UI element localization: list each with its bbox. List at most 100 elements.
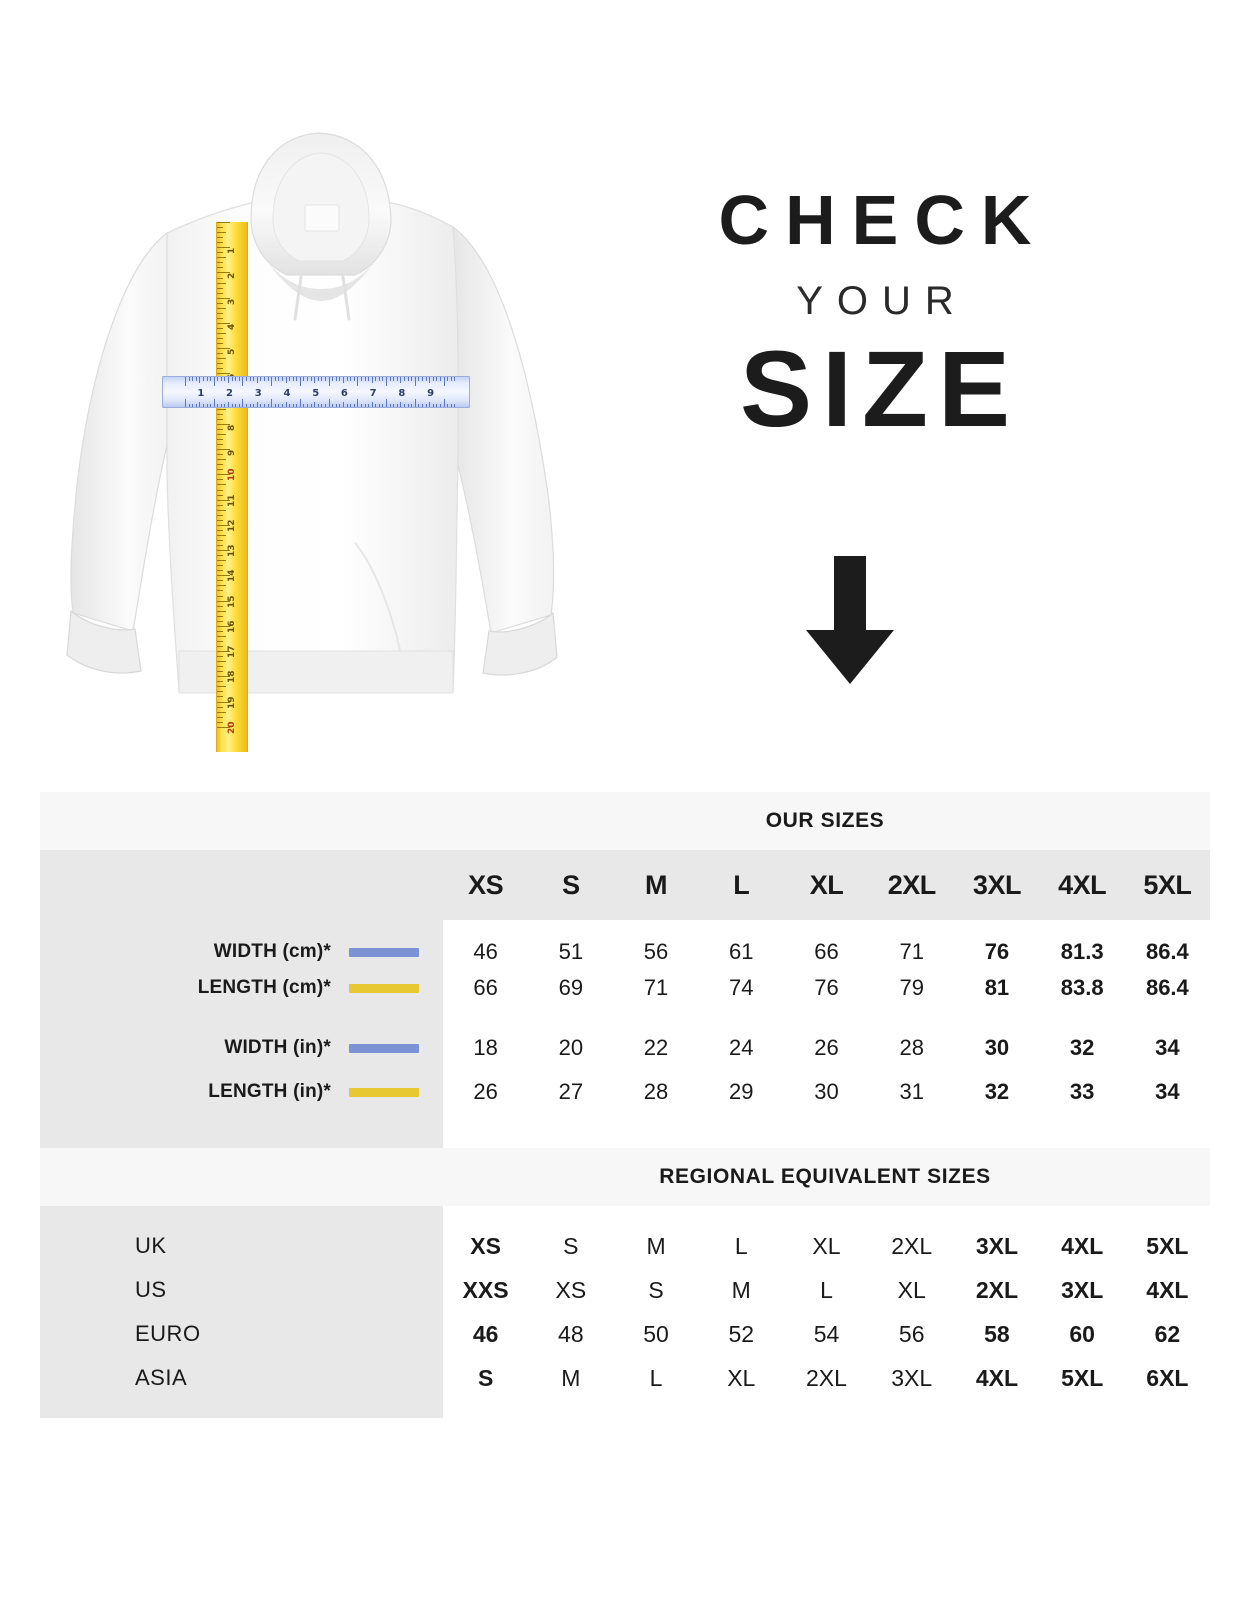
metric-label-text: WIDTH (cm)* bbox=[213, 941, 331, 962]
tape-number: 16 bbox=[227, 620, 237, 633]
metric-cell: 24 bbox=[729, 1035, 754, 1060]
size-column-header-5xl: 5XL bbox=[1143, 869, 1192, 900]
regional-cell: XL bbox=[812, 1232, 841, 1259]
tape-number: 12 bbox=[227, 519, 237, 532]
metric-label-text: LENGTH (in)* bbox=[208, 1081, 331, 1102]
size-column-header-2xl: 2XL bbox=[887, 869, 937, 900]
regional-cell: 4XL bbox=[975, 1364, 1019, 1391]
tape-number: 11 bbox=[227, 494, 237, 507]
table-row: 18 20 22 24 26 28 30 32 34 bbox=[443, 1030, 1210, 1066]
regional-cell: 48 bbox=[558, 1320, 584, 1347]
tape-number: 2 bbox=[227, 273, 237, 280]
regional-cell: 3XL bbox=[1061, 1276, 1104, 1303]
metric-cell: 46 bbox=[473, 939, 498, 964]
metric-cell: 79 bbox=[899, 975, 924, 1000]
regional-cell: S bbox=[648, 1276, 664, 1303]
tape-number: 17 bbox=[227, 645, 237, 659]
regional-label-uk: UK bbox=[135, 1233, 167, 1258]
tape-number: 9 bbox=[227, 449, 237, 457]
tape-number: 10 bbox=[227, 468, 237, 482]
table-row: 66 69 71 74 76 79 81 83.8 86.4 bbox=[443, 970, 1210, 1006]
metric-cell: 29 bbox=[729, 1079, 754, 1104]
regional-cell: S bbox=[477, 1364, 494, 1391]
ruler-number: 7 bbox=[369, 388, 377, 399]
regional-cell: 5XL bbox=[1146, 1232, 1189, 1259]
metric-cell: 34 bbox=[1155, 1079, 1180, 1104]
regional-label-euro: EURO bbox=[135, 1321, 201, 1346]
headline-size: SIZE bbox=[739, 328, 1021, 449]
table-row: S M L XL 2XL 3XL 4XL 5XL 6XL bbox=[443, 1356, 1210, 1400]
regional-cell: L bbox=[820, 1276, 833, 1303]
metric-label-row: WIDTH (in)* bbox=[40, 1030, 443, 1066]
metric-cell: 51 bbox=[558, 939, 584, 964]
regional-cell: XS bbox=[555, 1276, 587, 1303]
width-color-swatch bbox=[349, 1043, 419, 1053]
metric-cell: 86.4 bbox=[1145, 939, 1189, 964]
size-column-headers: XS S M L XL 2XL 3XL 4XL 5XL bbox=[443, 850, 1210, 920]
regional-cell: 46 bbox=[472, 1320, 499, 1347]
regional-cell: 2XL bbox=[975, 1276, 1019, 1303]
metric-cell: 83.8 bbox=[1060, 975, 1104, 1000]
hoodie-product-image bbox=[55, 115, 585, 755]
size-column-header-m: M bbox=[645, 869, 668, 900]
metric-cell: 81 bbox=[984, 975, 1010, 1000]
table-row: XXS XS S M L XL 2XL 3XL 4XL bbox=[443, 1268, 1210, 1312]
regional-cell: XL bbox=[727, 1364, 756, 1391]
size-column-header-l: L bbox=[733, 869, 750, 900]
metric-cell: 66 bbox=[473, 975, 498, 1000]
metric-label-row: LENGTH (cm)* bbox=[40, 970, 443, 1006]
regional-cell: 58 bbox=[984, 1320, 1010, 1347]
headline-block: CHECK YOUR SIZE bbox=[625, 185, 1125, 443]
tape-number: 4 bbox=[227, 323, 237, 330]
regional-cell: 56 bbox=[898, 1320, 925, 1347]
ruler-number: 3 bbox=[254, 388, 262, 399]
ruler-number: 6 bbox=[340, 388, 348, 399]
width-ruler-icon: 1 2 3 4 5 6 7 8 9 bbox=[162, 376, 470, 408]
tape-number: 13 bbox=[227, 544, 237, 558]
ruler-number: 1 bbox=[197, 388, 205, 399]
regional-sizes-title: REGIONAL EQUIVALENT SIZES bbox=[659, 1165, 991, 1188]
metric-cell: 28 bbox=[643, 1079, 669, 1104]
metric-cell: 74 bbox=[729, 975, 754, 1000]
ruler-number: 4 bbox=[283, 388, 291, 399]
table-row: 26 27 28 29 30 31 32 33 34 bbox=[443, 1074, 1210, 1110]
metric-cell: 22 bbox=[643, 1035, 669, 1060]
regional-cell: M bbox=[561, 1364, 581, 1391]
ruler-number: 8 bbox=[398, 388, 406, 399]
length-measuring-tape-icon: 1234567891011121314151617181920 bbox=[216, 222, 248, 752]
tape-number: 14 bbox=[227, 569, 237, 583]
metric-cell: 33 bbox=[1069, 1079, 1095, 1104]
size-column-header-s: S bbox=[562, 869, 580, 900]
tape-number: 19 bbox=[227, 695, 237, 709]
regional-cell: S bbox=[563, 1232, 579, 1259]
length-color-swatch bbox=[349, 1087, 419, 1097]
regional-cell: XS bbox=[470, 1232, 501, 1259]
regional-cell: 2XL bbox=[806, 1364, 847, 1391]
regional-cell: M bbox=[731, 1276, 751, 1303]
metric-cell: 30 bbox=[984, 1035, 1010, 1060]
regional-cell: 62 bbox=[1154, 1320, 1181, 1347]
metric-cell: 28 bbox=[899, 1035, 924, 1060]
regional-row-labels: UK US EURO ASIA bbox=[40, 1206, 443, 1418]
headline-check: CHECK bbox=[718, 181, 1048, 259]
metrics-panel bbox=[443, 920, 1210, 1148]
regional-panel bbox=[443, 1206, 1210, 1418]
size-column-header-xs: XS bbox=[468, 869, 504, 900]
size-column-header-4xl: 4XL bbox=[1058, 869, 1107, 900]
headline-your: YOUR bbox=[796, 279, 968, 323]
our-sizes-band: OUR SIZES bbox=[40, 792, 1210, 850]
regional-cell: L bbox=[734, 1232, 748, 1259]
regional-cell: XL bbox=[897, 1276, 926, 1303]
metric-cell: 71 bbox=[643, 975, 669, 1000]
metric-cell: 27 bbox=[558, 1079, 584, 1104]
arrow-down-icon bbox=[806, 556, 894, 684]
width-color-swatch bbox=[349, 947, 419, 957]
ruler-number: 2 bbox=[226, 388, 233, 399]
regional-cell: 54 bbox=[813, 1320, 840, 1347]
regional-cell: 6XL bbox=[1146, 1364, 1189, 1391]
metric-cell: 66 bbox=[814, 939, 839, 964]
regional-cell: 5XL bbox=[1061, 1364, 1104, 1391]
metric-row-labels: WIDTH (cm)* LENGTH (cm)* WIDTH (in)* LENGTH… bbox=[40, 920, 443, 1148]
regional-cell: 52 bbox=[728, 1320, 755, 1347]
